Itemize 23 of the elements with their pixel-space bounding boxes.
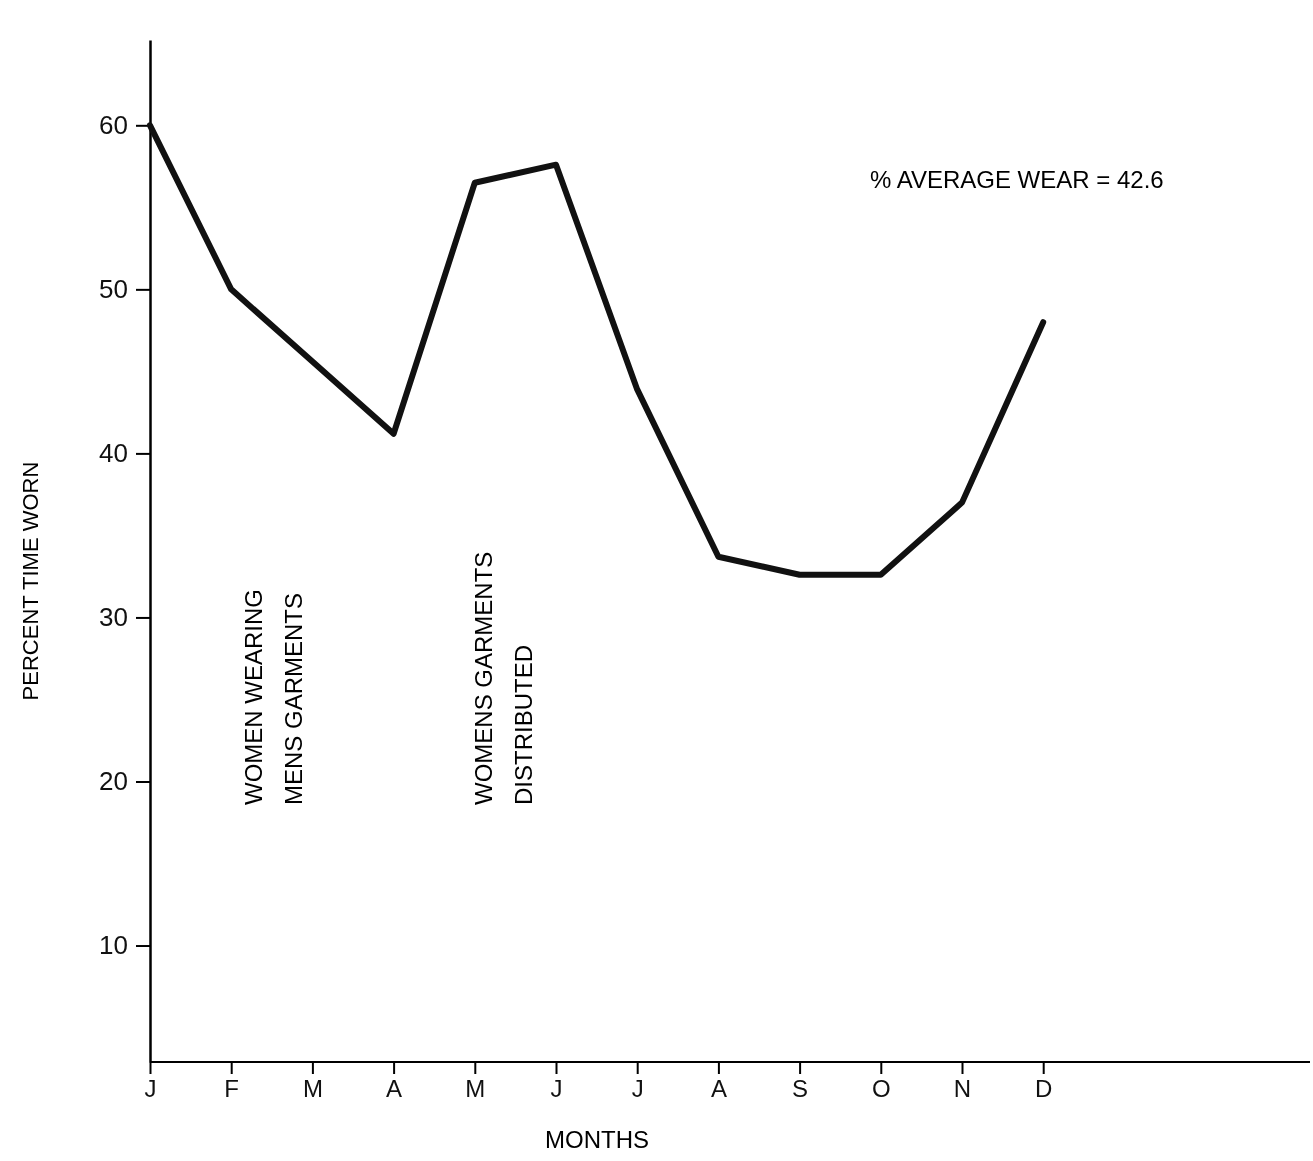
x-tick-label: O — [871, 1075, 891, 1103]
y-axis-title: PERCENT TIME WORN — [18, 461, 43, 701]
x-tick-label: N — [953, 1075, 972, 1103]
y-tick-label: 20 — [99, 766, 128, 797]
annotation: WOMENS GARMENTS DISTRIBUTED — [470, 551, 537, 805]
y-tick-label: 40 — [99, 438, 128, 469]
x-axis-title: MONTHS — [545, 1126, 649, 1153]
x-tick-label: A — [386, 1075, 403, 1103]
x-tick-label: S — [792, 1075, 809, 1103]
annotation: WOMEN WEARING MENS GARMENTS — [240, 589, 307, 805]
x-tick-label: F — [224, 1075, 240, 1103]
x-tick-label: D — [1035, 1075, 1053, 1103]
y-tick-label: 50 — [99, 274, 128, 305]
x-tick-label: A — [710, 1075, 727, 1103]
x-tick-label: J — [144, 1075, 157, 1103]
y-tick-label: 30 — [99, 602, 128, 633]
x-tick-label: J — [631, 1075, 644, 1103]
y-tick-label: 60 — [99, 110, 128, 141]
x-tick-label: M — [302, 1075, 323, 1103]
annotation: % AVERAGE WEAR = 42.6 — [870, 166, 1164, 193]
y-tick-label: 10 — [99, 930, 128, 961]
x-tick-label: J — [550, 1075, 563, 1103]
x-tick-label: M — [465, 1075, 486, 1103]
